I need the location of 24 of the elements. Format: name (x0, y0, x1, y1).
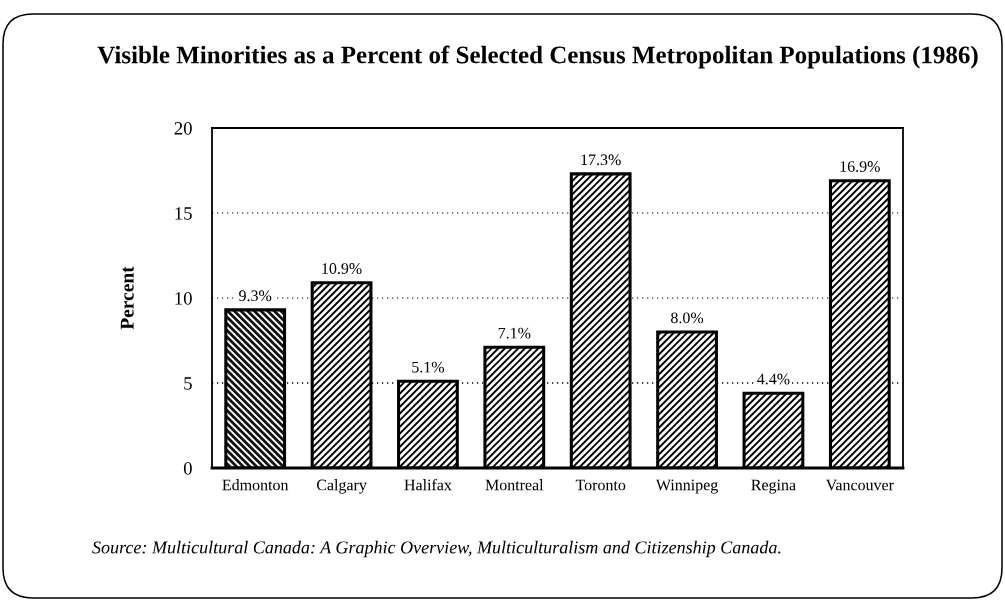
data-label: 5.1% (412, 361, 445, 373)
chart-title: Visible Minorities as a Percent of Selected Census Metropolitan Populations (1986) (97, 45, 978, 69)
data-label: 16.9% (840, 161, 880, 172)
x-tick-label: Toronto (575, 479, 626, 491)
x-tick-label: Halifax (404, 478, 452, 491)
y-axis-title: Percent (120, 266, 134, 330)
y-tick-label: 5 (184, 377, 192, 390)
y-tick-label: 10 (175, 292, 192, 305)
x-tick-label: Edmonton (222, 479, 289, 491)
y-tick-label: 20 (174, 122, 192, 135)
y-tick-label: 15 (175, 207, 192, 220)
x-tick-label: Vancouver (825, 479, 894, 491)
x-tick-label: Regina (751, 479, 796, 494)
x-tick-label: Winnipeg (655, 479, 718, 494)
data-label: 8.0% (671, 312, 704, 324)
data-label: 10.9% (322, 263, 362, 274)
source-note: Source: Multicultural Canada: A Graphic Overview, Multiculturalism and Citizenship Canada. (92, 540, 781, 558)
data-label: 7.1% (498, 327, 531, 339)
x-tick-label: Calgary (316, 479, 367, 494)
data-label: 4.4% (757, 373, 790, 385)
x-tick-label: Montreal (485, 479, 544, 491)
data-label: 9.3% (239, 290, 272, 302)
data-label: 17.3% (581, 154, 621, 166)
y-tick-label: 0 (183, 462, 192, 475)
